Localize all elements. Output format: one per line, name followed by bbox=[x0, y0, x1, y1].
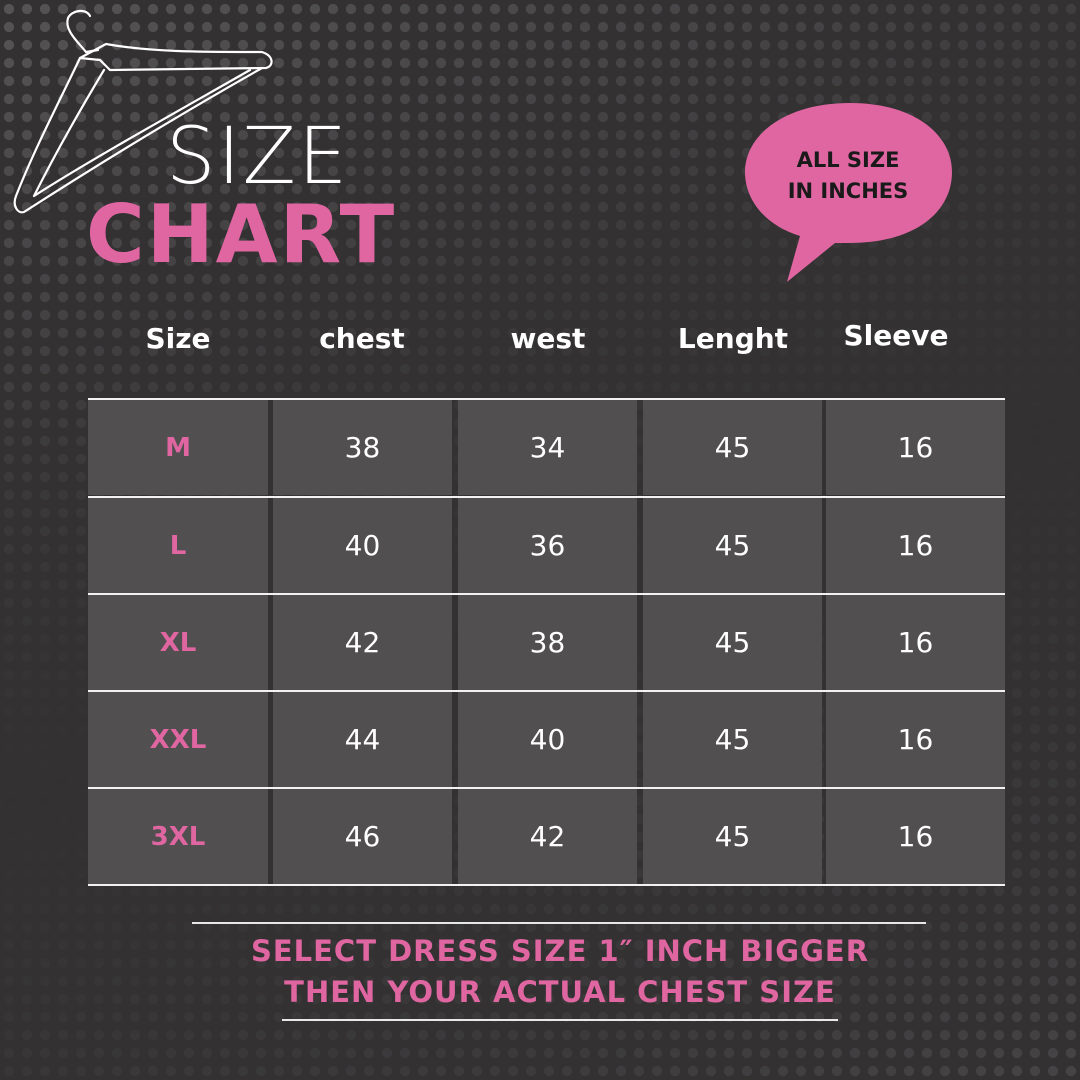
measure-cell: 42 bbox=[273, 595, 452, 690]
measure-cell: 45 bbox=[643, 595, 822, 690]
units-badge-line-1: ALL SIZE bbox=[796, 148, 900, 172]
measure-cell: 38 bbox=[273, 400, 452, 495]
measure-cell: 45 bbox=[643, 789, 822, 884]
row-divider bbox=[88, 496, 1005, 498]
divider-top bbox=[192, 922, 926, 924]
size-cell: M bbox=[88, 400, 268, 495]
measure-cell: 16 bbox=[826, 498, 1005, 593]
measure-cell: 40 bbox=[458, 692, 637, 787]
measure-cell: 16 bbox=[826, 595, 1005, 690]
column-header: Size bbox=[145, 322, 211, 355]
measure-cell: 45 bbox=[643, 400, 822, 495]
title-line-1: SIZE bbox=[166, 112, 350, 202]
row-divider bbox=[88, 787, 1005, 789]
speech-bubble bbox=[745, 103, 952, 282]
measure-cell: 16 bbox=[826, 692, 1005, 787]
measure-cell: 38 bbox=[458, 595, 637, 690]
measure-cell: 36 bbox=[458, 498, 637, 593]
column-header: Lenght bbox=[677, 322, 789, 355]
measure-cell: 44 bbox=[273, 692, 452, 787]
divider-bottom bbox=[282, 1019, 838, 1021]
note-line-1: SELECT DRESS SIZE 1″ INCH BIGGER bbox=[250, 934, 870, 968]
measure-cell: 16 bbox=[826, 400, 1005, 495]
measure-cell: 34 bbox=[458, 400, 637, 495]
hanger-icon bbox=[13, 9, 273, 214]
measure-cell: 16 bbox=[826, 789, 1005, 884]
row-divider bbox=[88, 398, 1005, 400]
measure-cell: 45 bbox=[643, 692, 822, 787]
units-badge-line-2: IN INCHES bbox=[787, 179, 909, 203]
note-line-2: THEN YOUR ACTUAL CHEST SIZE bbox=[284, 975, 836, 1009]
title-line-2: CHART bbox=[86, 188, 397, 281]
size-cell: XXL bbox=[88, 692, 268, 787]
measure-cell: 46 bbox=[273, 789, 452, 884]
column-header: chest bbox=[319, 322, 405, 355]
size-cell: 3XL bbox=[88, 789, 268, 884]
size-cell: XL bbox=[88, 595, 268, 690]
column-header: west bbox=[510, 322, 586, 355]
row-divider bbox=[88, 690, 1005, 692]
row-divider bbox=[88, 884, 1005, 886]
size-cell: L bbox=[88, 498, 268, 593]
row-divider bbox=[88, 593, 1005, 595]
measure-cell: 40 bbox=[273, 498, 452, 593]
units-badge: ALL SIZE IN INCHES bbox=[760, 145, 936, 207]
column-header: Sleeve bbox=[843, 319, 949, 352]
measure-cell: 45 bbox=[643, 498, 822, 593]
measure-cell: 42 bbox=[458, 789, 637, 884]
